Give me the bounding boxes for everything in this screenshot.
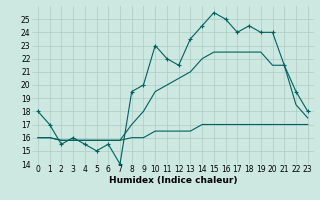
X-axis label: Humidex (Indice chaleur): Humidex (Indice chaleur) (108, 176, 237, 185)
